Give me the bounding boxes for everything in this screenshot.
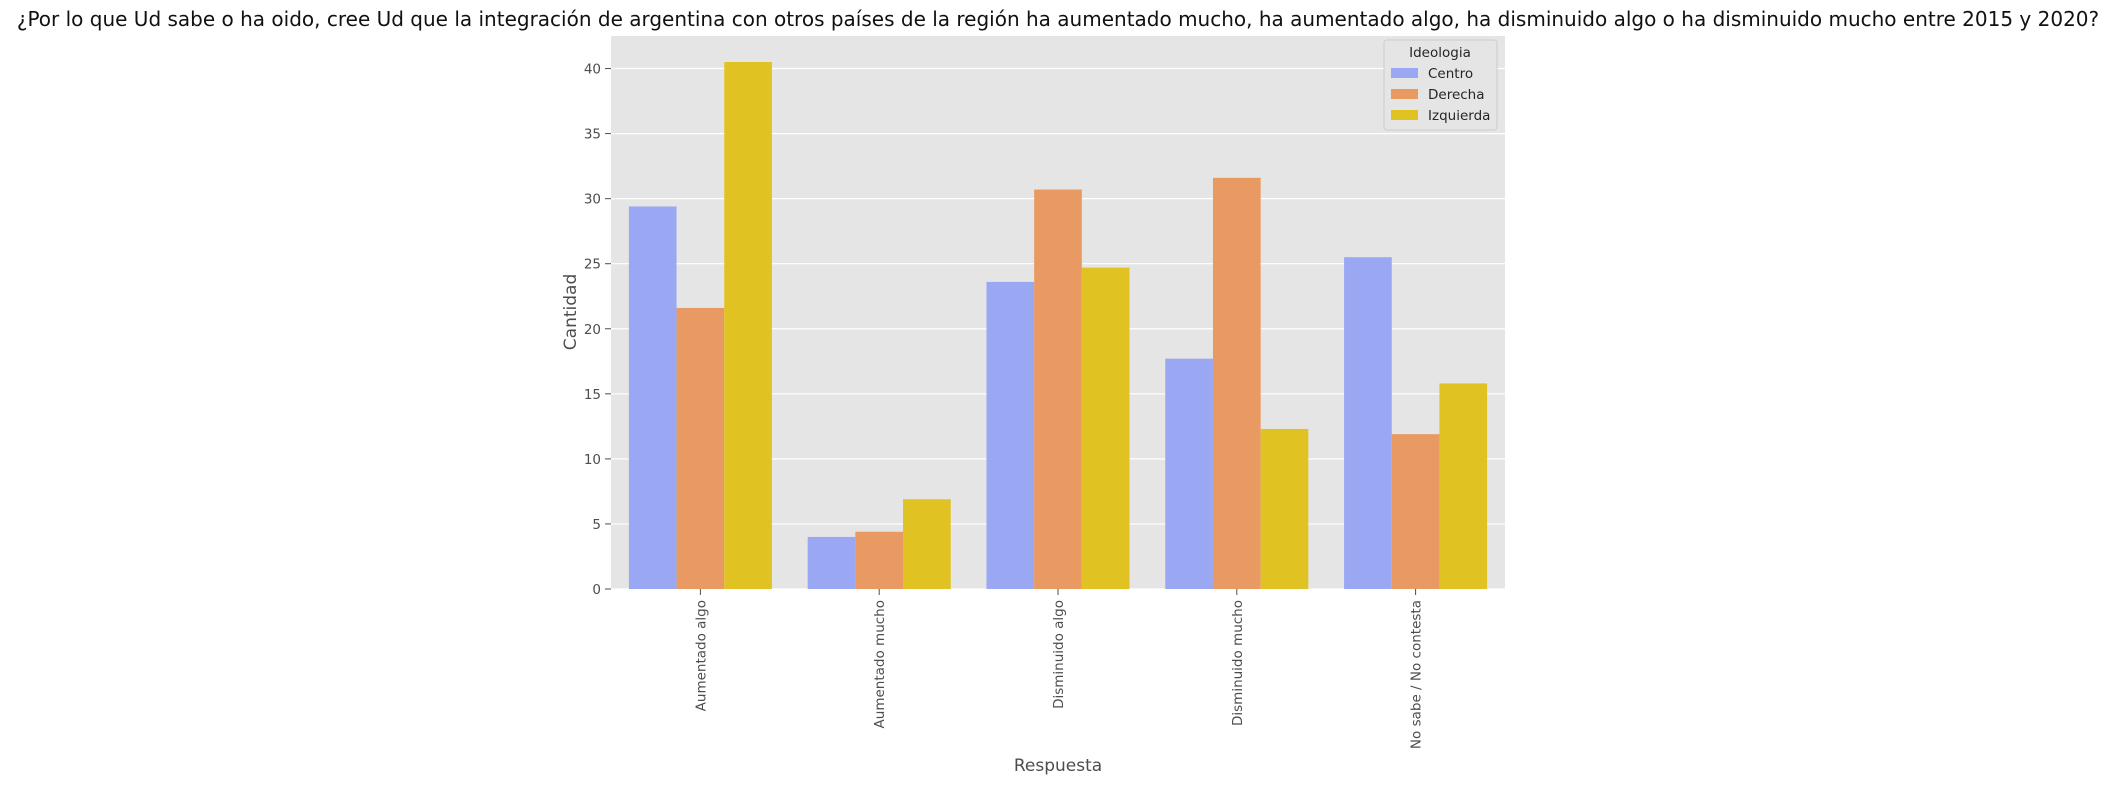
bar-derecha — [676, 307, 725, 589]
bar-izquierda — [903, 499, 951, 589]
legend-title: Ideologia — [1409, 45, 1471, 61]
x-tick-label: Disminuido mucho — [1230, 600, 1246, 726]
legend-label-izquierda: Izquierda — [1428, 108, 1490, 124]
bar-derecha — [1391, 434, 1440, 589]
bar-centro — [628, 206, 677, 590]
legend-swatch-izquierda — [1391, 110, 1418, 120]
y-axis-ticks: 0 5 10 15 20 25 30 35 40 — [584, 62, 611, 598]
x-tick-label: Aumentado algo — [693, 600, 709, 711]
bar-izquierda — [724, 62, 772, 589]
legend-box — [1383, 39, 1498, 131]
bar-centro — [807, 536, 856, 589]
bars — [628, 62, 1488, 590]
y-tick-label: 40 — [584, 62, 601, 78]
bar-derecha — [1212, 177, 1261, 589]
y-tick-label: 5 — [592, 517, 601, 533]
y-tick-label: 35 — [584, 127, 601, 143]
x-axis-label: Respuesta — [1014, 756, 1102, 776]
bar-izquierda — [1081, 267, 1130, 589]
y-axis-label: Cantidad — [561, 274, 581, 350]
bar-izquierda — [1439, 383, 1488, 589]
bar-derecha — [1034, 189, 1082, 589]
legend: Ideologia Centro Derecha Izquierda — [1383, 39, 1498, 131]
bar-centro — [1344, 257, 1392, 589]
y-tick-label: 25 — [584, 257, 601, 273]
bar-centro — [986, 281, 1035, 589]
x-axis-ticks: Aumentado algo Aumentado mucho Disminuido … — [693, 589, 1425, 749]
legend-swatch-centro — [1391, 68, 1418, 78]
y-tick-label: 30 — [584, 192, 601, 208]
legend-label-centro: Centro — [1428, 66, 1473, 82]
x-tick-label: Disminuido algo — [1051, 600, 1067, 709]
y-tick-label: 0 — [592, 582, 601, 598]
bar-izquierda — [1260, 428, 1309, 589]
chart-title: ¿Por lo que Ud sabe o ha oido, cree Ud q… — [17, 7, 2099, 31]
legend-swatch-derecha — [1391, 89, 1418, 99]
legend-label-derecha: Derecha — [1428, 87, 1485, 103]
bar-derecha — [855, 531, 904, 589]
y-tick-label: 10 — [584, 452, 601, 468]
y-tick-label: 15 — [584, 387, 601, 403]
y-tick-label: 20 — [584, 322, 601, 338]
x-tick-label: No sabe / No contesta — [1409, 600, 1425, 749]
bar-centro — [1165, 358, 1213, 589]
x-tick-label: Aumentado mucho — [872, 600, 888, 728]
